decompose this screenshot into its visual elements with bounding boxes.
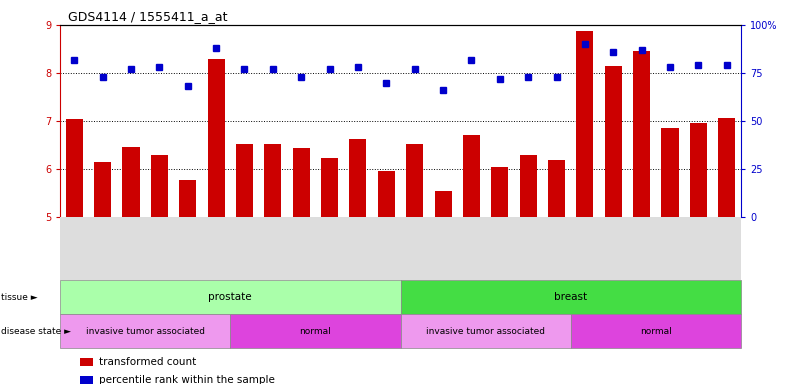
Bar [179, 180, 196, 217]
Text: breast: breast [554, 292, 587, 302]
Bar [577, 31, 594, 217]
Bar [123, 147, 139, 217]
Bar [633, 51, 650, 217]
Bar [349, 139, 366, 217]
Text: percentile rank within the sample: percentile rank within the sample [99, 375, 276, 384]
Bar [95, 162, 111, 217]
Bar [718, 118, 735, 217]
Text: invasive tumor associated: invasive tumor associated [86, 326, 205, 336]
Bar [434, 190, 452, 217]
Text: normal: normal [640, 326, 672, 336]
Text: disease state ►: disease state ► [1, 326, 70, 336]
Bar [207, 59, 224, 217]
Text: prostate: prostate [208, 292, 252, 302]
Text: invasive tumor associated: invasive tumor associated [426, 326, 545, 336]
Bar [236, 144, 253, 217]
Text: transformed count: transformed count [99, 357, 196, 367]
Bar [378, 171, 395, 217]
Bar [605, 66, 622, 217]
Bar [264, 144, 281, 217]
Bar [662, 128, 678, 217]
Bar [491, 167, 509, 217]
Bar [66, 119, 83, 217]
Text: normal: normal [300, 326, 332, 336]
Bar [463, 136, 480, 217]
Bar [548, 161, 565, 217]
Bar [520, 155, 537, 217]
Bar [406, 144, 423, 217]
Bar [292, 148, 310, 217]
Bar [690, 123, 706, 217]
Bar [321, 158, 338, 217]
Bar [151, 155, 168, 217]
Text: tissue ►: tissue ► [1, 293, 38, 302]
Text: GDS4114 / 1555411_a_at: GDS4114 / 1555411_a_at [68, 10, 227, 23]
